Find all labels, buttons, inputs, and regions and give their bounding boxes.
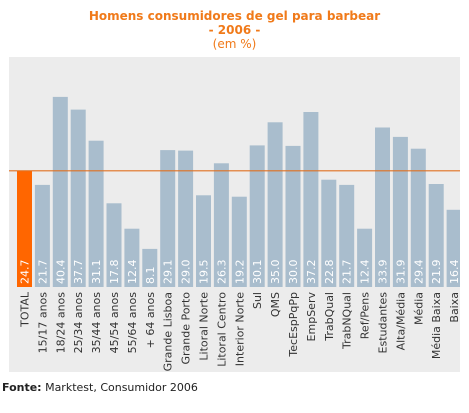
data-label-12: 19.2 bbox=[233, 260, 246, 285]
category-label-12: Interior Norte bbox=[233, 292, 246, 366]
source-text: Marktest, Consumidor 2006 bbox=[41, 381, 198, 394]
data-label-8: 29.1 bbox=[162, 260, 175, 285]
bar-9 bbox=[178, 150, 194, 287]
bar-14 bbox=[267, 122, 283, 287]
data-label-21: 31.9 bbox=[394, 260, 407, 285]
category-label-2: 18/24 anos bbox=[54, 292, 67, 354]
data-label-7: 8.1 bbox=[144, 267, 157, 285]
chart-title: Homens consumidores de gel para barbear bbox=[88, 9, 381, 23]
category-label-6: 55/64 anos bbox=[126, 292, 139, 354]
category-label-16: EmpServ bbox=[305, 292, 318, 342]
data-label-22: 29.4 bbox=[412, 260, 425, 285]
data-label-6: 12.4 bbox=[126, 260, 139, 285]
category-label-9: Grande Porto bbox=[180, 292, 193, 365]
bar-19 bbox=[357, 228, 373, 287]
data-label-13: 30.1 bbox=[251, 260, 264, 285]
bar-11 bbox=[213, 163, 229, 287]
data-label-5: 17.8 bbox=[108, 260, 121, 285]
category-label-8: Grande Lisboa bbox=[162, 292, 175, 371]
bar-22 bbox=[410, 148, 426, 287]
category-label-21: Alta/Média bbox=[394, 292, 407, 350]
category-label-13: Sul bbox=[251, 292, 264, 309]
data-label-17: 22.8 bbox=[323, 260, 336, 285]
bar-chart: 24.7 TOTAL 21.7 15/17 anos 40.4 18/24 anos 37.… bbox=[9, 96, 460, 371]
category-label-24: Baixa bbox=[448, 292, 460, 323]
chart-unit: (em %) bbox=[212, 37, 257, 51]
bar-12 bbox=[231, 196, 247, 287]
bar-4 bbox=[88, 140, 104, 287]
category-label-10: Litoral Norte bbox=[198, 292, 211, 361]
category-label-22: Média bbox=[412, 292, 425, 325]
category-label-5: 45/54 anos bbox=[108, 292, 121, 354]
data-label-18: 21.7 bbox=[341, 260, 354, 285]
category-label-11: Litoral Centro bbox=[215, 292, 228, 367]
data-label-11: 26.3 bbox=[215, 260, 228, 285]
bar-1 bbox=[34, 184, 50, 287]
bar-23 bbox=[428, 184, 444, 287]
category-label-7: + 64 anos bbox=[144, 292, 157, 349]
category-label-3: 25/34 anos bbox=[72, 292, 85, 354]
bar-21 bbox=[392, 136, 408, 287]
bar-5 bbox=[106, 203, 122, 287]
category-label-17: TrabQual bbox=[323, 292, 336, 342]
bar-24 bbox=[446, 209, 460, 287]
bar-6 bbox=[124, 228, 140, 287]
bar-7 bbox=[142, 248, 158, 287]
category-label-23: Média Baixa bbox=[430, 292, 443, 359]
category-label-0: TOTAL bbox=[19, 291, 32, 328]
data-label-23: 21.9 bbox=[430, 260, 443, 285]
data-label-3: 37.7 bbox=[72, 260, 85, 285]
data-label-9: 29.0 bbox=[180, 260, 193, 285]
bar-10 bbox=[196, 195, 211, 287]
data-label-1: 21.7 bbox=[36, 260, 49, 285]
data-label-16: 37.2 bbox=[305, 260, 318, 285]
chart-title-block: Homens consumidores de gel para barbear … bbox=[0, 9, 469, 51]
bar-3 bbox=[70, 109, 86, 287]
chart-year: - 2006 - bbox=[208, 23, 261, 37]
category-label-20: Estudantes bbox=[377, 292, 390, 354]
source-label: Fonte: bbox=[2, 381, 42, 394]
category-label-19: Ref/Pens bbox=[359, 292, 372, 339]
data-label-2: 40.4 bbox=[54, 260, 67, 285]
data-label-0: 24.7 bbox=[19, 260, 32, 285]
bar-0 bbox=[17, 170, 32, 287]
bar-20 bbox=[375, 127, 390, 287]
category-label-14: QMS bbox=[269, 292, 282, 317]
category-label-1: 15/17 anos bbox=[36, 292, 49, 354]
bar-15 bbox=[285, 145, 301, 287]
data-label-10: 19.5 bbox=[198, 260, 211, 285]
data-label-14: 35.0 bbox=[269, 260, 282, 285]
source-note: Fonte: Marktest, Consumidor 2006 bbox=[2, 381, 198, 394]
bar-16 bbox=[303, 112, 319, 287]
data-label-24: 16.4 bbox=[448, 260, 460, 285]
data-label-15: 30.0 bbox=[287, 260, 300, 285]
data-label-4: 31.1 bbox=[90, 260, 103, 285]
data-label-19: 12.4 bbox=[359, 260, 372, 285]
bar-18 bbox=[339, 184, 355, 287]
bar-17 bbox=[321, 179, 337, 287]
category-label-15: TecEspPqPp bbox=[287, 292, 300, 358]
chart-panel: 24.7 TOTAL 21.7 15/17 anos 40.4 18/24 anos 37.… bbox=[9, 57, 460, 372]
bar-8 bbox=[160, 150, 176, 287]
category-label-18: TrabNQual bbox=[341, 292, 354, 350]
category-label-4: 35/44 anos bbox=[90, 292, 103, 354]
bar-13 bbox=[249, 145, 265, 287]
data-label-20: 33.9 bbox=[377, 260, 390, 285]
bar-2 bbox=[52, 96, 68, 288]
